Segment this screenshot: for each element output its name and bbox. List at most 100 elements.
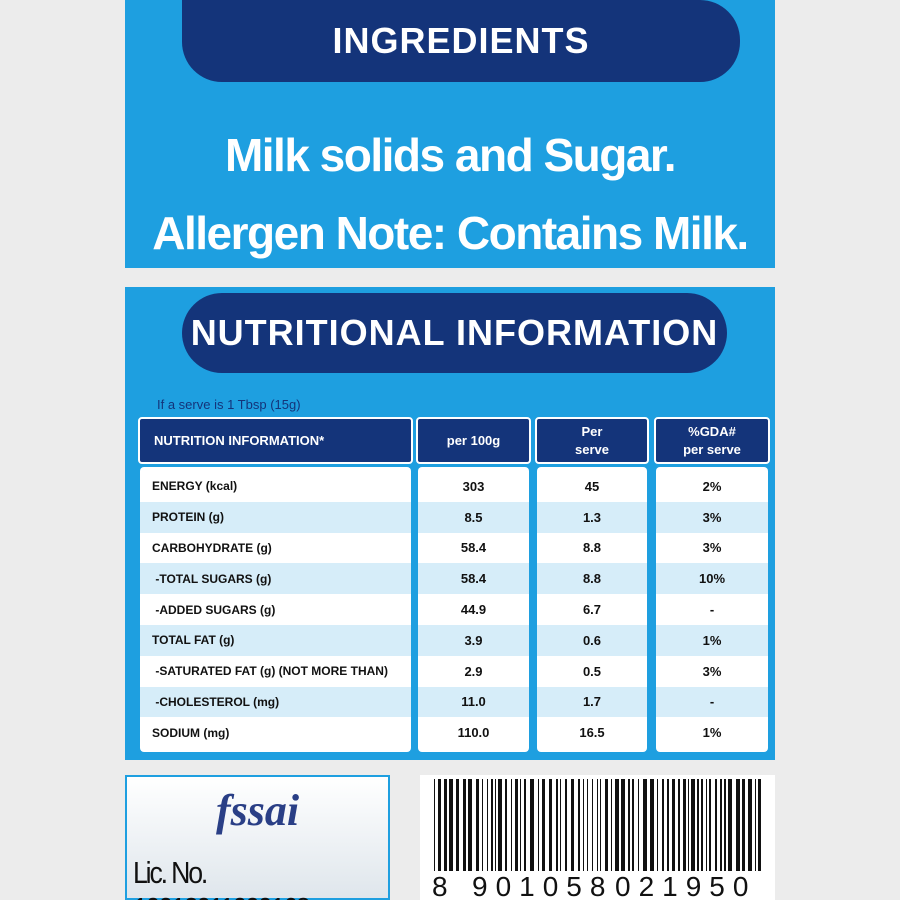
row-stripe: [656, 625, 768, 656]
bar: [678, 779, 680, 871]
row-stripe: [140, 501, 411, 533]
row-stripe: [537, 501, 647, 533]
table-cell: 0.6: [582, 632, 602, 648]
bar: [600, 779, 601, 871]
bar: [538, 779, 539, 871]
bar: [742, 779, 745, 871]
bar: [621, 779, 625, 871]
table-cell: -: [709, 602, 715, 618]
table-cell: PROTEIN (g): [152, 510, 224, 525]
row-stripe: [537, 563, 647, 595]
bar: [468, 779, 472, 871]
bar: [491, 779, 493, 871]
row-stripe: [418, 501, 529, 533]
bar: [456, 779, 459, 871]
bar: [495, 779, 496, 871]
bar: [587, 779, 588, 871]
bar: [657, 779, 658, 871]
bar: [498, 779, 502, 871]
table-cell: 6.7: [582, 602, 602, 618]
bar: [736, 779, 740, 871]
bar: [487, 779, 488, 871]
fssai-box: fssai Lic. No. 10012011000168: [125, 775, 390, 900]
fssai-logo: fssai: [215, 786, 300, 835]
bar: [672, 779, 675, 871]
bar: [565, 779, 567, 871]
row-stripe: [656, 563, 768, 595]
row-stripe: [140, 686, 411, 718]
table-cell: 11.0: [461, 694, 486, 710]
row-stripe: [656, 686, 768, 718]
table-cell: 3%: [702, 663, 722, 679]
bar: [520, 779, 521, 871]
table-cell: 58.4: [460, 571, 487, 587]
bar: [628, 779, 630, 871]
barcode: 8 901058 021950: [420, 775, 775, 900]
row-stripe: [418, 686, 529, 718]
table-cell: ENERGY (kcal): [152, 479, 238, 494]
bar: [748, 779, 752, 871]
row-stripe: [537, 625, 647, 656]
bar: [449, 779, 453, 871]
bar: [632, 779, 634, 871]
bar: [511, 779, 512, 871]
ingredients-line: Milk solids and Sugar.: [224, 129, 677, 181]
table-cell: 3.9: [464, 632, 483, 648]
bar: [597, 779, 598, 871]
table-cell: SODIUM (mg): [152, 725, 230, 740]
row-stripe: [418, 625, 529, 656]
bar: [592, 779, 593, 871]
bar: [706, 779, 707, 871]
ingredients-heading: INGREDIENTS: [182, 0, 740, 82]
bar: [583, 779, 584, 871]
bar: [662, 779, 664, 871]
license-number: Lic. No. 10012011000168: [133, 855, 311, 900]
bar: [605, 779, 608, 871]
table-cell: TOTAL FAT (g): [152, 633, 235, 648]
bar: [724, 779, 726, 871]
bar: [688, 779, 689, 871]
nutrition-panel: NUTRITIONAL INFORMATION If a serve is 1 …: [125, 287, 775, 760]
table-cell: -: [709, 694, 715, 710]
bar: [556, 779, 558, 871]
bar: [482, 779, 483, 871]
table-cell: 2%: [702, 478, 722, 494]
row-stripe: [140, 563, 411, 595]
table-cell: 44.9: [460, 602, 487, 618]
bar: [505, 779, 507, 871]
table-header: %GDA# per serve: [654, 417, 770, 464]
table-cell: 1%: [702, 632, 722, 648]
bar: [715, 779, 717, 871]
table-header: Per serve: [535, 417, 649, 464]
table-cell: 8.8: [582, 540, 602, 556]
table-cell: -TOTAL SUGARS (g): [152, 571, 272, 586]
bar: [638, 779, 639, 871]
bar: [444, 779, 447, 871]
bar: [758, 779, 761, 871]
nutrition-heading: NUTRITIONAL INFORMATION: [182, 293, 727, 373]
bar: [542, 779, 545, 871]
bar: [560, 779, 561, 871]
table-cell: -ADDED SUGARS (g): [152, 602, 276, 617]
table-cell: 3%: [702, 540, 722, 556]
barcode-digit: 901058: [472, 871, 614, 900]
table-cell: 303: [462, 478, 485, 494]
table-cell: 1.3: [582, 509, 602, 525]
bar: [438, 779, 441, 871]
barcode-digit: 021950: [615, 871, 757, 900]
bar: [515, 779, 518, 871]
bar: [530, 779, 534, 871]
bar: [434, 779, 435, 871]
bar: [476, 779, 479, 871]
table-header: NUTRITION INFORMATION*: [138, 417, 413, 464]
table-cell: 1%: [702, 725, 722, 741]
bar: [650, 779, 654, 871]
serve-note: If a serve is 1 Tbsp (15g): [157, 397, 301, 412]
bar: [463, 779, 466, 871]
table-cell: -CHOLESTEROL (mg): [152, 694, 280, 709]
barcode-digit: 8: [432, 871, 453, 900]
bar: [615, 779, 619, 871]
bar: [549, 779, 552, 871]
bar: [571, 779, 574, 871]
